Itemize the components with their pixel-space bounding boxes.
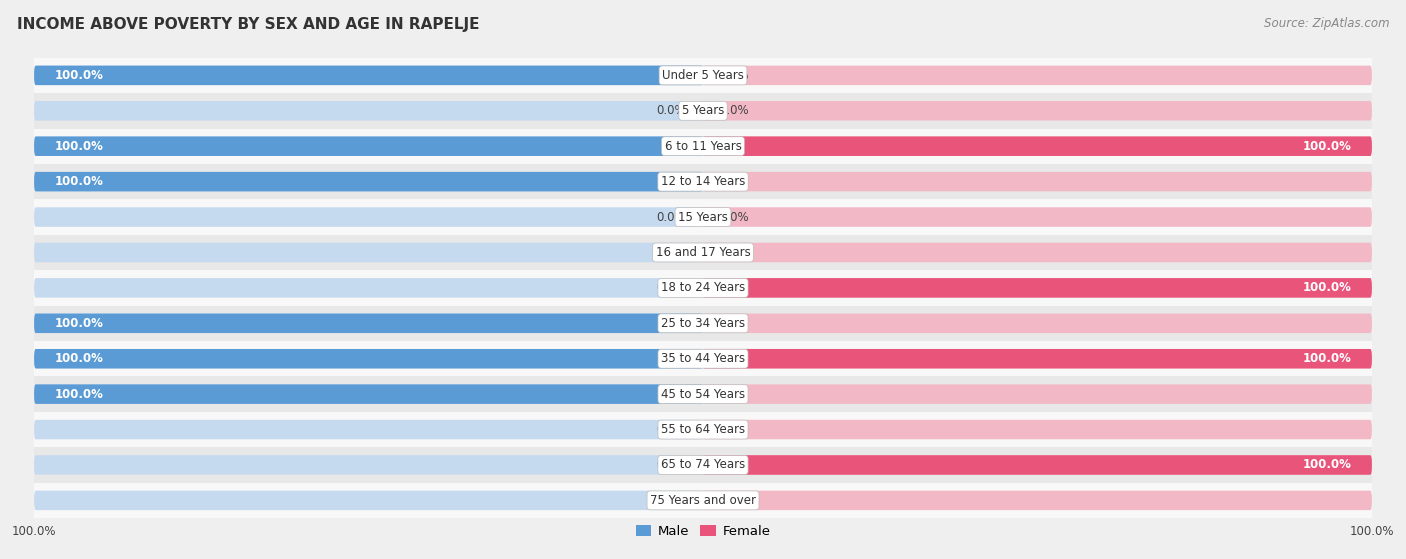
FancyBboxPatch shape <box>34 420 703 439</box>
Text: 0.0%: 0.0% <box>657 423 686 436</box>
Text: Under 5 Years: Under 5 Years <box>662 69 744 82</box>
FancyBboxPatch shape <box>34 65 703 85</box>
Text: 100.0%: 100.0% <box>1303 352 1351 365</box>
Text: 35 to 44 Years: 35 to 44 Years <box>661 352 745 365</box>
Text: 65 to 74 Years: 65 to 74 Years <box>661 458 745 471</box>
FancyBboxPatch shape <box>703 101 1372 121</box>
Legend: Male, Female: Male, Female <box>630 520 776 543</box>
FancyBboxPatch shape <box>703 207 1372 227</box>
Text: 0.0%: 0.0% <box>720 175 749 188</box>
Text: 0.0%: 0.0% <box>720 246 749 259</box>
Text: 0.0%: 0.0% <box>657 494 686 507</box>
FancyBboxPatch shape <box>703 455 1372 475</box>
Text: 75 Years and over: 75 Years and over <box>650 494 756 507</box>
FancyBboxPatch shape <box>703 172 1372 191</box>
Text: 100.0%: 100.0% <box>55 387 103 401</box>
Bar <box>34 376 1372 412</box>
Text: 0.0%: 0.0% <box>720 423 749 436</box>
Bar <box>34 341 1372 376</box>
FancyBboxPatch shape <box>34 101 703 121</box>
FancyBboxPatch shape <box>34 349 703 368</box>
FancyBboxPatch shape <box>703 385 1372 404</box>
FancyBboxPatch shape <box>34 243 703 262</box>
FancyBboxPatch shape <box>703 349 1372 368</box>
FancyBboxPatch shape <box>34 65 703 85</box>
Bar <box>34 164 1372 200</box>
FancyBboxPatch shape <box>703 65 1372 85</box>
Text: 0.0%: 0.0% <box>657 246 686 259</box>
Text: 0.0%: 0.0% <box>720 387 749 401</box>
FancyBboxPatch shape <box>34 455 703 475</box>
Bar <box>34 306 1372 341</box>
Text: 45 to 54 Years: 45 to 54 Years <box>661 387 745 401</box>
Text: 12 to 14 Years: 12 to 14 Years <box>661 175 745 188</box>
Text: 0.0%: 0.0% <box>720 211 749 224</box>
Bar <box>34 93 1372 129</box>
FancyBboxPatch shape <box>703 278 1372 297</box>
Text: 100.0%: 100.0% <box>55 140 103 153</box>
Bar <box>34 270 1372 306</box>
FancyBboxPatch shape <box>703 136 1372 156</box>
Bar <box>34 482 1372 518</box>
Text: 15 Years: 15 Years <box>678 211 728 224</box>
Text: 0.0%: 0.0% <box>657 105 686 117</box>
Text: 0.0%: 0.0% <box>720 105 749 117</box>
Text: 0.0%: 0.0% <box>720 494 749 507</box>
FancyBboxPatch shape <box>703 243 1372 262</box>
Bar <box>34 235 1372 270</box>
Text: 25 to 34 Years: 25 to 34 Years <box>661 317 745 330</box>
Text: 100.0%: 100.0% <box>1303 281 1351 295</box>
FancyBboxPatch shape <box>34 172 703 191</box>
Text: 0.0%: 0.0% <box>720 69 749 82</box>
FancyBboxPatch shape <box>703 314 1372 333</box>
Bar <box>34 129 1372 164</box>
FancyBboxPatch shape <box>703 420 1372 439</box>
Text: 100.0%: 100.0% <box>55 175 103 188</box>
Text: Source: ZipAtlas.com: Source: ZipAtlas.com <box>1264 17 1389 30</box>
FancyBboxPatch shape <box>703 455 1372 475</box>
Text: 100.0%: 100.0% <box>1303 140 1351 153</box>
Text: 55 to 64 Years: 55 to 64 Years <box>661 423 745 436</box>
Text: 5 Years: 5 Years <box>682 105 724 117</box>
FancyBboxPatch shape <box>34 385 703 404</box>
Text: INCOME ABOVE POVERTY BY SEX AND AGE IN RAPELJE: INCOME ABOVE POVERTY BY SEX AND AGE IN R… <box>17 17 479 32</box>
FancyBboxPatch shape <box>34 491 703 510</box>
FancyBboxPatch shape <box>703 491 1372 510</box>
Text: 16 and 17 Years: 16 and 17 Years <box>655 246 751 259</box>
Text: 0.0%: 0.0% <box>657 458 686 471</box>
FancyBboxPatch shape <box>703 136 1372 156</box>
Bar <box>34 58 1372 93</box>
FancyBboxPatch shape <box>34 278 703 297</box>
Bar <box>34 412 1372 447</box>
FancyBboxPatch shape <box>34 136 703 156</box>
FancyBboxPatch shape <box>34 385 703 404</box>
Text: 100.0%: 100.0% <box>55 317 103 330</box>
FancyBboxPatch shape <box>703 278 1372 297</box>
FancyBboxPatch shape <box>34 314 703 333</box>
Text: 0.0%: 0.0% <box>720 317 749 330</box>
FancyBboxPatch shape <box>34 136 703 156</box>
Text: 6 to 11 Years: 6 to 11 Years <box>665 140 741 153</box>
Text: 100.0%: 100.0% <box>55 69 103 82</box>
FancyBboxPatch shape <box>34 314 703 333</box>
Bar <box>34 200 1372 235</box>
Text: 0.0%: 0.0% <box>657 211 686 224</box>
FancyBboxPatch shape <box>34 172 703 191</box>
Bar <box>34 447 1372 482</box>
FancyBboxPatch shape <box>703 349 1372 368</box>
Text: 100.0%: 100.0% <box>1303 458 1351 471</box>
Text: 0.0%: 0.0% <box>657 281 686 295</box>
Text: 100.0%: 100.0% <box>55 352 103 365</box>
Text: 18 to 24 Years: 18 to 24 Years <box>661 281 745 295</box>
FancyBboxPatch shape <box>34 349 703 368</box>
FancyBboxPatch shape <box>34 207 703 227</box>
